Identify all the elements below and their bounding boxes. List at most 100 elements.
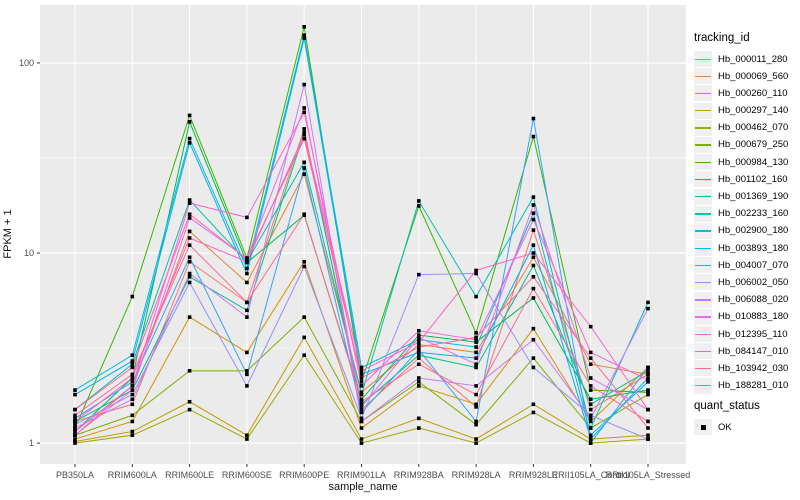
x-tick-label: PB350LA xyxy=(56,470,94,480)
series-color-line-icon xyxy=(695,316,711,318)
data-point xyxy=(474,350,478,355)
series-color-line-icon xyxy=(695,127,711,129)
data-point xyxy=(302,264,306,269)
data-point xyxy=(73,426,77,430)
data-point xyxy=(531,337,536,342)
legend-item: Hb_000069_560 xyxy=(694,68,788,85)
data-point xyxy=(359,384,364,388)
series-color-line-icon xyxy=(695,385,711,387)
data-point xyxy=(359,399,364,404)
legend-label: Hb_006088_020 xyxy=(718,294,789,306)
data-point xyxy=(588,356,593,360)
data-point xyxy=(187,120,192,124)
data-point xyxy=(588,324,593,329)
data-point xyxy=(474,392,478,397)
data-point xyxy=(474,437,478,441)
legend-item: Hb_000297_140 xyxy=(694,102,788,119)
data-point xyxy=(531,251,536,255)
legend-quant-status-title: quant_status xyxy=(694,400,760,412)
legend-item: Hb_000679_250 xyxy=(694,136,788,153)
data-point xyxy=(130,380,135,384)
data-point xyxy=(187,315,192,319)
data-point xyxy=(646,372,650,377)
legend-key-box xyxy=(694,188,712,205)
data-point xyxy=(474,384,478,388)
legend-key-box xyxy=(694,360,712,377)
legend-key-box xyxy=(694,171,712,188)
legend-key-box xyxy=(694,326,712,342)
data-point xyxy=(359,369,364,373)
data-point xyxy=(187,407,192,412)
data-point xyxy=(187,201,192,205)
data-point xyxy=(531,402,536,407)
data-point xyxy=(187,229,192,234)
data-point xyxy=(245,300,249,305)
legend-item: Hb_084147_010 xyxy=(694,343,788,360)
data-point xyxy=(302,212,306,217)
series-color-line-icon xyxy=(695,75,711,78)
data-point xyxy=(588,437,593,441)
data-point xyxy=(187,274,192,279)
series-color-line-icon xyxy=(695,281,711,284)
series-color-line-icon xyxy=(695,247,711,249)
legend-label: Hb_000462_070 xyxy=(718,122,789,134)
data-point xyxy=(417,337,421,342)
legend-item: Hb_006088_020 xyxy=(694,291,789,308)
data-point xyxy=(588,419,593,424)
data-point xyxy=(245,369,249,373)
x-tick-label: RRIM928LE xyxy=(509,470,558,480)
data-point xyxy=(646,419,650,424)
data-point xyxy=(531,255,536,260)
data-point xyxy=(474,271,478,276)
data-point xyxy=(302,82,306,87)
legend-items: Hb_000011_280 Hb_000069_560 Hb_000260_110 H… xyxy=(694,51,788,394)
data-point xyxy=(187,136,192,141)
x-tick-label: RRIM600LA xyxy=(108,470,157,480)
data-point xyxy=(531,286,536,291)
data-point xyxy=(417,199,421,203)
data-point xyxy=(245,257,249,261)
legend-tracking-id-title: tracking_id xyxy=(694,32,750,44)
legend-item: Hb_103942_030 xyxy=(694,360,789,377)
data-point xyxy=(187,113,192,118)
data-point xyxy=(646,392,650,397)
y-tick-label: 10 xyxy=(24,248,34,258)
data-point xyxy=(73,433,77,438)
data-point xyxy=(646,365,650,370)
legend-key-box xyxy=(694,68,712,85)
data-point xyxy=(417,272,421,277)
data-point xyxy=(130,372,135,377)
data-point xyxy=(646,369,650,373)
legend-label: Hb_010883_180 xyxy=(718,311,789,323)
legend-key-box xyxy=(694,343,712,360)
data-point xyxy=(130,384,135,388)
data-point xyxy=(187,271,192,276)
legend-item: Hb_002233_160 xyxy=(694,205,788,222)
data-point xyxy=(417,328,421,333)
legend-key-box xyxy=(694,136,712,153)
data-point xyxy=(302,130,306,135)
data-point xyxy=(417,376,421,380)
data-point xyxy=(474,365,478,370)
data-point xyxy=(588,388,593,392)
data-point xyxy=(73,437,77,441)
data-point xyxy=(531,195,536,199)
data-point xyxy=(187,141,192,145)
data-point xyxy=(245,433,249,438)
data-point xyxy=(130,419,135,424)
data-point xyxy=(73,416,77,421)
legend-quant-status: quant_status OK xyxy=(694,400,760,436)
legend-label: Hb_000260_110 xyxy=(718,87,788,99)
data-point xyxy=(359,392,364,397)
data-point xyxy=(646,390,650,395)
data-point xyxy=(245,271,249,276)
data-point xyxy=(531,365,536,370)
legend-label: Hb_103942_030 xyxy=(718,362,789,374)
data-point xyxy=(302,110,306,115)
data-point xyxy=(474,441,478,445)
legend-key-box xyxy=(694,222,712,239)
data-point xyxy=(531,263,536,268)
data-point xyxy=(474,356,478,360)
data-point xyxy=(531,217,536,222)
